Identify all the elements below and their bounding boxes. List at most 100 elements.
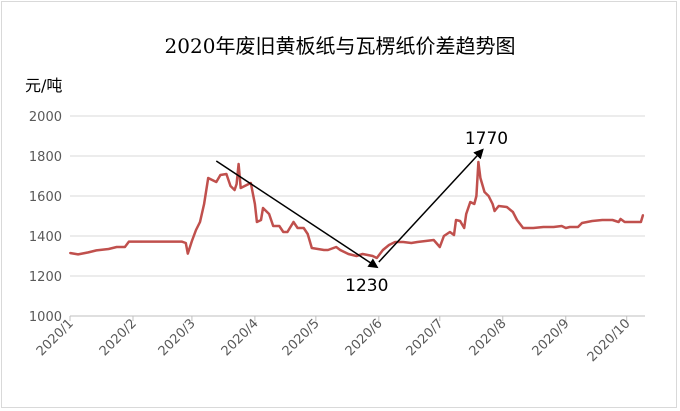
data-point <box>292 221 295 223</box>
data-point <box>522 227 525 229</box>
annotation-arrow <box>215 160 379 269</box>
data-point <box>581 222 584 224</box>
data-point <box>203 203 206 205</box>
data-point <box>459 220 462 222</box>
data-point <box>617 221 620 223</box>
data-point <box>115 246 118 248</box>
data-point <box>394 241 397 243</box>
data-point <box>469 201 472 203</box>
data-point <box>268 213 271 215</box>
data-point <box>453 234 456 236</box>
data-point <box>310 247 313 249</box>
data-point <box>127 240 130 243</box>
data-point <box>497 205 500 207</box>
data-point <box>253 203 256 205</box>
y-tick-label: 1000 <box>29 310 62 325</box>
data-point <box>262 207 265 209</box>
data-point <box>229 185 232 187</box>
data-point <box>576 226 579 228</box>
data-point <box>560 225 563 227</box>
data-point <box>302 227 305 229</box>
data-point <box>402 241 405 243</box>
x-tick-label: 2020/4 <box>219 316 262 359</box>
data-point <box>511 211 514 213</box>
data-point <box>233 189 236 191</box>
annotation-arrow <box>378 148 484 263</box>
data-point <box>123 246 126 248</box>
data-point <box>180 240 183 243</box>
data-point <box>355 255 358 257</box>
x-tick-label: 2020/7 <box>404 316 447 359</box>
data-point <box>475 195 478 197</box>
data-point <box>438 246 441 248</box>
data-point <box>199 221 202 223</box>
data-point <box>410 242 413 244</box>
x-tick-label: 2020/10 <box>585 316 634 365</box>
data-point <box>505 206 508 208</box>
data-point <box>601 219 604 221</box>
data-point <box>387 244 390 246</box>
data-point <box>623 221 626 223</box>
x-tick-label: 2020/5 <box>280 316 323 359</box>
data-point <box>335 246 338 248</box>
data-point <box>278 225 281 227</box>
x-tick-label: 2020/2 <box>97 316 140 359</box>
annotation-label: 1770 <box>465 129 508 149</box>
data-point <box>532 227 535 229</box>
data-point <box>339 249 342 251</box>
data-point <box>184 242 187 244</box>
data-point <box>416 241 419 243</box>
data-point <box>552 226 555 228</box>
data-point <box>442 235 445 237</box>
data-point <box>473 203 476 205</box>
data-point <box>479 177 482 179</box>
data-point <box>194 229 197 231</box>
data-point <box>491 203 494 205</box>
data-point <box>322 249 325 251</box>
data-point <box>381 249 384 251</box>
data-point <box>107 248 110 250</box>
y-tick-label: 2000 <box>29 110 62 125</box>
price-spread-line <box>69 160 645 260</box>
data-point <box>591 220 594 222</box>
data-point <box>272 225 275 227</box>
data-point <box>371 255 374 257</box>
y-tick-label: 1400 <box>29 230 62 245</box>
data-point <box>186 252 189 255</box>
data-point <box>95 249 98 252</box>
data-point <box>639 221 642 223</box>
data-point <box>542 226 545 228</box>
data-point <box>87 251 90 254</box>
data-point <box>243 185 246 187</box>
data-point <box>432 239 435 241</box>
data-point <box>306 233 309 235</box>
data-point <box>347 253 350 255</box>
data-point <box>296 227 299 229</box>
data-point <box>463 227 466 229</box>
x-tick-label: 2020/9 <box>530 316 573 359</box>
data-point <box>455 219 458 221</box>
data-point <box>235 183 238 185</box>
data-point <box>465 213 468 215</box>
data-point <box>619 218 622 220</box>
data-point <box>483 191 486 193</box>
data-point <box>493 210 496 212</box>
data-point <box>286 231 289 233</box>
annotations: 1230 1770 <box>215 129 508 296</box>
data-point <box>207 177 210 179</box>
data-point <box>77 253 80 256</box>
x-tick-label: 2020/8 <box>467 316 510 359</box>
data-point <box>515 219 518 221</box>
data-point <box>239 187 242 189</box>
data-point <box>259 219 262 221</box>
data-point <box>564 227 567 229</box>
series-group <box>69 160 645 260</box>
x-tick-label: 2020/6 <box>343 316 386 359</box>
data-point <box>237 163 240 165</box>
data-point <box>361 253 364 255</box>
data-point <box>375 257 378 259</box>
data-point <box>215 181 218 183</box>
data-point <box>219 174 222 176</box>
